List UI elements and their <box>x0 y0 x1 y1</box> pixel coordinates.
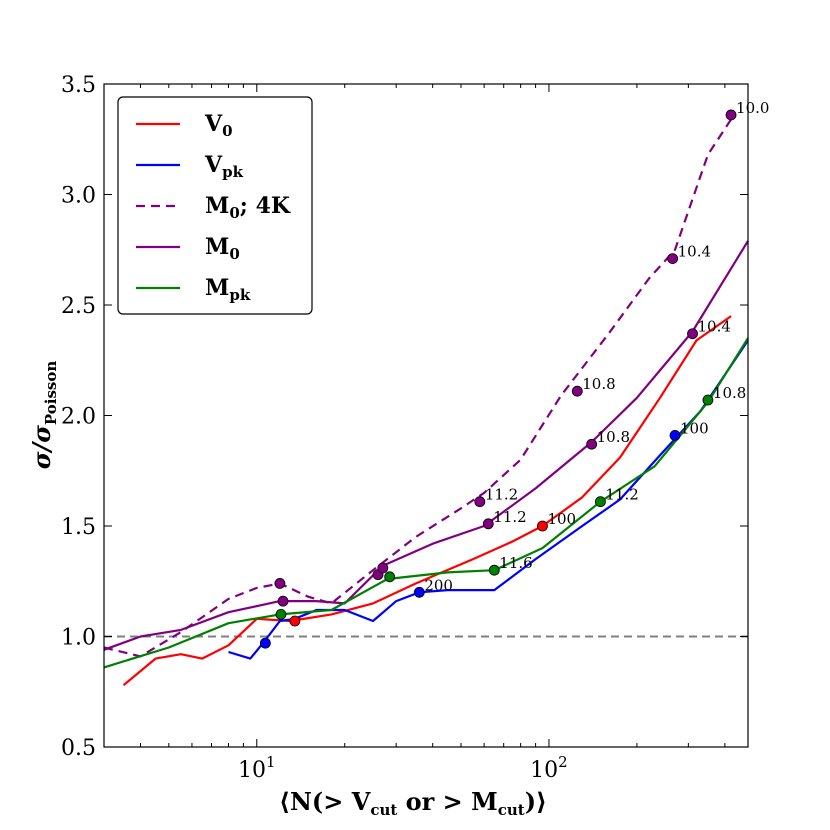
y-axis-title: σ/σPoisson <box>27 361 60 470</box>
data-point <box>277 595 289 607</box>
data-point <box>595 496 606 508</box>
legend-label-1: Vpk <box>204 152 244 181</box>
series-line-4 <box>103 337 749 669</box>
data-point <box>474 496 486 508</box>
data-point <box>275 609 287 620</box>
y-tick-label: 1.5 <box>61 515 96 540</box>
point-label: 10.8 <box>597 428 630 446</box>
y-tick-label: 2.0 <box>61 405 96 430</box>
series-line-0 <box>122 315 732 686</box>
data-point <box>537 520 548 532</box>
x-tick-label: 102 <box>530 753 568 783</box>
data-point <box>384 571 396 583</box>
point-label: 10.4 <box>698 318 731 336</box>
legend-label-4: Mpk <box>205 275 251 304</box>
legend: V0 Vpk M0; 4K M0 Mpk <box>117 96 313 315</box>
data-point <box>667 253 679 264</box>
x-axis-title: ⟨N(> Vcut or > Mcut)⟩ <box>279 787 547 819</box>
data-point <box>413 586 425 598</box>
legend-label-3: M0 <box>205 234 240 263</box>
data-point <box>571 385 583 397</box>
point-label: 11.2 <box>605 486 638 504</box>
x-tick-label: 101 <box>238 753 276 783</box>
point-label: 11.2 <box>493 508 526 526</box>
point-label: 11.6 <box>499 554 532 572</box>
data-point <box>488 564 500 576</box>
data-point <box>482 518 494 530</box>
point-label: 100 <box>547 510 576 528</box>
series-line-2 <box>103 114 735 658</box>
data-point <box>259 637 271 649</box>
series-line-1 <box>228 339 749 660</box>
data-point <box>586 438 598 450</box>
legend-label-0: V0 <box>204 111 233 140</box>
legend-label-2: M0; 4K <box>205 193 291 222</box>
y-tick-label: 0.5 <box>61 736 96 761</box>
marker-layer: 100 200 100 11.2 10.8 10.4 10.0 11.2 10.8 10.4 11.… <box>259 99 769 649</box>
data-point <box>289 615 301 627</box>
data-point <box>669 429 681 441</box>
y-tick-label: 3.5 <box>61 73 96 98</box>
data-point <box>725 109 737 121</box>
data-point <box>702 394 714 406</box>
data-point <box>687 328 698 340</box>
point-label: 10.8 <box>713 384 746 402</box>
y-tick-label: 2.5 <box>61 294 96 319</box>
point-label: 11.2 <box>485 486 518 504</box>
point-label: 10.8 <box>582 375 615 393</box>
tick-layer: 0.5 1.0 1.5 2.0 2.5 3.0 3.5 101 102 <box>61 73 748 783</box>
point-label: 200 <box>424 576 453 594</box>
legend-box <box>117 96 313 315</box>
point-label: 10.0 <box>736 99 769 117</box>
point-label: 100 <box>680 419 709 437</box>
point-label: 10.4 <box>678 243 711 261</box>
y-tick-label: 3.0 <box>61 184 96 209</box>
data-point <box>274 578 286 589</box>
data-point <box>377 562 389 574</box>
y-tick-label: 1.0 <box>61 626 96 651</box>
